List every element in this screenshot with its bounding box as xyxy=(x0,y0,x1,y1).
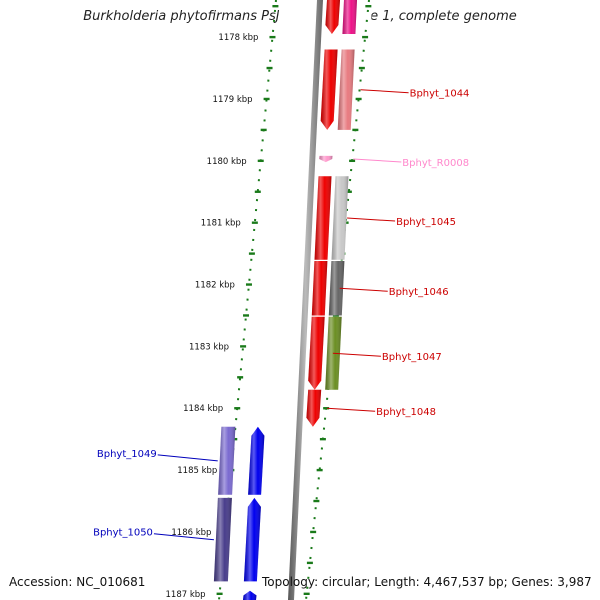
gene-arrow-shading xyxy=(328,261,345,316)
gene-arrow-shading xyxy=(337,49,355,130)
gene-label-leaders xyxy=(153,89,409,541)
accession-text: Accession: NC_010681 xyxy=(9,575,146,589)
gene-label[interactable]: Bphyt_1045 xyxy=(396,217,456,228)
gene-arrow-shading xyxy=(308,316,325,390)
gene-label-leader xyxy=(347,217,396,222)
gene-label[interactable]: Bphyt_1044 xyxy=(410,89,470,100)
scale-label: 1184 kbp xyxy=(183,404,223,414)
chromosome-backbone xyxy=(288,0,323,600)
gene-labels: Bphyt_1044 Bphyt_R0008 Bphyt_1045 Bphyt_104… xyxy=(93,89,469,539)
scale-labels: 1178 kbp 1179 kbp 1180 kbp 1181 kbp 1182 kbp… xyxy=(166,33,259,600)
gene-label-leader xyxy=(153,533,214,541)
gene-label[interactable]: Bphyt_1047 xyxy=(382,352,442,363)
topology-value: circular xyxy=(321,575,367,589)
genes-value: 3,987 xyxy=(557,575,592,589)
scale-label: 1180 kbp xyxy=(207,157,247,167)
gene-label[interactable]: Bphyt_1050 xyxy=(93,528,153,539)
gene-arrow-shading xyxy=(243,590,257,600)
gene-arrow-shading xyxy=(314,176,332,260)
left-track-band xyxy=(222,0,330,600)
scale-label: 1178 kbp xyxy=(218,33,258,43)
scale-label: 1179 kbp xyxy=(213,95,253,105)
scale-label: 1181 kbp xyxy=(201,219,241,229)
gene-arrow-shading xyxy=(306,389,322,427)
gene-label[interactable]: Bphyt_1046 xyxy=(389,287,449,298)
gene-label-leader xyxy=(339,287,388,292)
scale-label: 1186 kbp xyxy=(171,528,211,538)
length-value: 4,467,537 bp xyxy=(423,575,504,589)
gene-label-leader xyxy=(360,89,409,94)
gene-label-leader xyxy=(157,454,218,462)
gene-arrow-shading xyxy=(342,0,357,34)
gene-arrow-shading xyxy=(243,497,261,582)
gene-features xyxy=(213,0,357,600)
scale-label: 1183 kbp xyxy=(189,342,229,352)
gene-arrow-shading xyxy=(218,426,236,495)
gene-label[interactable]: Bphyt_1048 xyxy=(376,407,436,418)
gene-label-leader xyxy=(353,158,402,163)
gene-arrow-shading xyxy=(311,261,328,316)
scale-label: 1185 kbp xyxy=(177,466,217,476)
gene-arrow-shading xyxy=(319,155,333,163)
gene-label[interactable]: Bphyt_R0008 xyxy=(402,158,469,169)
gene-label-leader xyxy=(332,352,381,357)
gene-arrow-shading xyxy=(325,0,340,34)
gene-arrow-shading xyxy=(248,426,265,495)
accession-value: NC_010681 xyxy=(76,575,146,589)
scale-label: 1187 kbp xyxy=(166,590,206,600)
gene-arrow-shading xyxy=(213,497,232,582)
scale-label: 1182 kbp xyxy=(195,281,235,291)
topology-text: Topology: circular; Length: 4,467,537 bp… xyxy=(262,575,592,589)
gene-arrow-shading xyxy=(320,49,338,130)
gene-arrow-shading xyxy=(331,176,349,260)
gene-label-leader xyxy=(327,407,376,412)
gene-label[interactable]: Bphyt_1049 xyxy=(97,449,157,460)
